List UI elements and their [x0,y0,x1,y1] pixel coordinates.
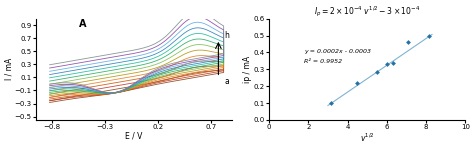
Point [389,62,397,65]
Title: $I_p = 2\times10^{-4}\ v^{1/2} - 3\times10^{-4}$: $I_p = 2\times10^{-4}\ v^{1/2} - 3\times… [314,4,420,19]
Text: R² = 0.9952: R² = 0.9952 [304,59,343,64]
Point [353,82,361,84]
Point [426,35,433,38]
Point [404,41,411,44]
Point [327,102,335,104]
Point [373,71,381,73]
Point [383,63,391,65]
Text: a: a [224,77,229,86]
Y-axis label: I / mA: I / mA [4,58,13,80]
X-axis label: E / V: E / V [125,131,143,140]
X-axis label: $v^{1/2}$: $v^{1/2}$ [360,131,374,144]
Y-axis label: ip / mA: ip / mA [243,56,252,83]
Text: h: h [224,31,229,40]
Text: y = 0.0002x - 0.0003: y = 0.0002x - 0.0003 [304,49,372,54]
Text: A: A [79,19,87,29]
